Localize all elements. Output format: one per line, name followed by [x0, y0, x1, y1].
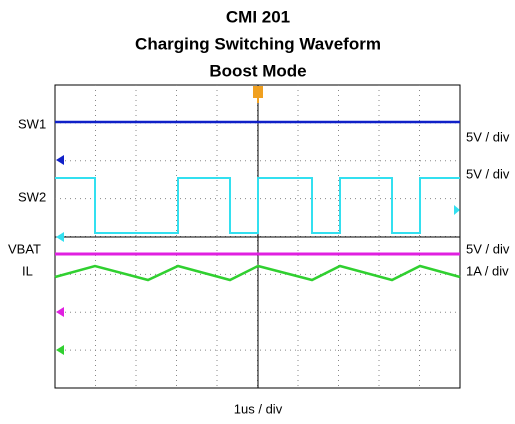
- vbat-marker: [56, 307, 64, 317]
- sw2-trace: [55, 177, 460, 234]
- title-line: Charging Switching Waveform: [135, 34, 381, 53]
- channel-scale: 1A / div: [466, 263, 509, 278]
- il-marker: [56, 345, 64, 355]
- channel-label: VBAT: [8, 241, 41, 256]
- channel-scale: 5V / div: [466, 129, 510, 144]
- sw1-marker: [56, 155, 64, 165]
- title-line: CMI 201: [226, 7, 290, 26]
- title-line: Boost Mode: [209, 61, 306, 80]
- trigger-marker: [253, 86, 263, 103]
- time-scale: 1us / div: [234, 401, 283, 416]
- scope-grid: [54, 84, 461, 389]
- channel-label: IL: [22, 263, 33, 278]
- sw2-marker: [56, 232, 64, 242]
- trigger-level-marker: [454, 205, 460, 215]
- il-trace: [54, 264, 461, 282]
- channel-scale: 5V / div: [466, 166, 510, 181]
- channel-label: SW1: [18, 116, 46, 131]
- channel-scale: 5V / div: [466, 241, 510, 256]
- channel-label: SW2: [18, 189, 46, 204]
